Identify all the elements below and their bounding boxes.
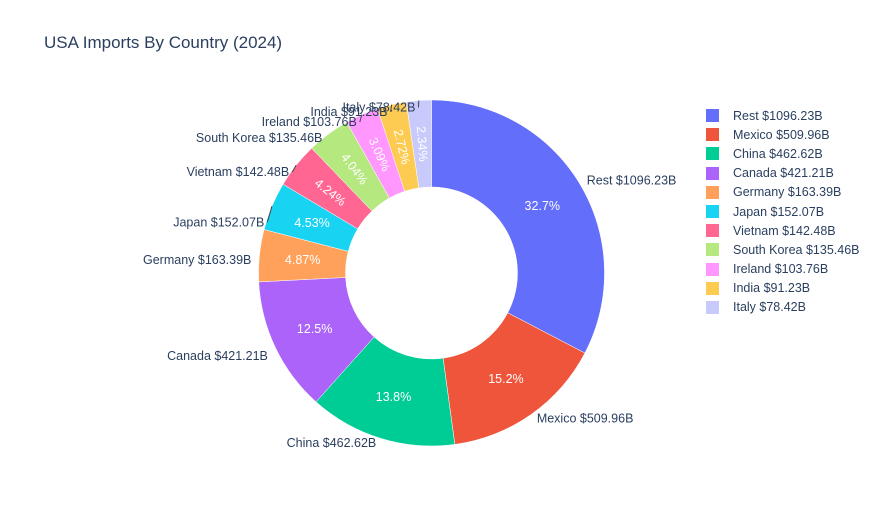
legend-swatch [706,300,719,314]
legend-item-india[interactable]: India $91.23B [706,279,860,298]
legend-item-germany[interactable]: Germany $163.39B [706,183,860,202]
legend-swatch [706,109,719,123]
slice-italy[interactable] [405,99,432,189]
outside-label-ireland: Ireland $103.76B [262,115,357,129]
legend-item-japan[interactable]: Japan $152.07B [706,202,860,221]
percent-label-rest: 32.7% [525,199,560,213]
legend-item-ireland[interactable]: Ireland $103.76B [706,260,860,279]
legend-swatch [706,205,719,219]
outside-label-south-korea: South Korea $135.46B [196,131,323,145]
legend-item-italy[interactable]: Italy $78.42B [706,298,860,317]
outside-label-china: China $462.62B [287,436,377,450]
label-leader-vietnam [291,165,297,173]
legend-label: Mexico $509.96B [733,127,830,142]
legend-swatch [706,281,719,295]
outside-label-italy: Italy $78.42B [342,100,415,114]
outside-label-mexico: Mexico $509.96B [537,412,634,426]
legend-label: Canada $421.21B [733,166,834,181]
legend-swatch [706,128,719,142]
legend-label: Japan $152.07B [733,204,825,219]
percent-label-italy: 2.34% [414,126,431,162]
slice-rest[interactable] [431,99,605,354]
percent-label-canada: 12.5% [297,322,332,336]
legend-label: Italy $78.42B [733,300,806,315]
outside-label-canada: Canada $421.21B [167,349,268,363]
chart-title: USA Imports By Country (2024) [44,33,283,52]
slice-mexico[interactable] [442,312,586,445]
legend-swatch [706,224,719,238]
legend-swatch [706,185,719,199]
legend-item-mexico[interactable]: Mexico $509.96B [706,125,860,144]
legend-swatch [706,243,719,257]
legend: Rest $1096.23B Mexico $509.96B China $462.… [706,106,860,317]
legend-label: India $91.23B [733,281,811,296]
legend-label: Rest $1096.23B [733,108,823,123]
legend-label: China $462.62B [733,146,823,161]
outside-label-japan: Japan $152.07B [173,215,264,229]
outside-label-germany: Germany $163.39B [143,253,251,267]
legend-label: South Korea $135.46B [733,242,860,257]
percent-label-germany: 4.87% [285,253,320,267]
legend-item-rest[interactable]: Rest $1096.23B [706,106,860,125]
label-leader-japan [266,206,273,223]
legend-item-china[interactable]: China $462.62B [706,144,860,163]
legend-swatch [706,262,719,276]
percent-label-japan: 4.53% [294,216,329,230]
label-leader-ireland [359,114,363,123]
outside-label-india: India $91.23B [310,105,387,119]
legend-item-vietnam[interactable]: Vietnam $142.48B [706,221,860,240]
legend-swatch [706,166,719,180]
legend-label: Ireland $103.76B [733,262,829,277]
legend-swatch [706,147,719,161]
percent-label-mexico: 15.2% [488,372,523,386]
outside-label-vietnam: Vietnam $142.48B [187,165,290,179]
legend-item-south-korea[interactable]: South Korea $135.46B [706,240,860,259]
legend-item-canada[interactable]: Canada $421.21B [706,164,860,183]
outside-label-rest: Rest $1096.23B [587,174,677,188]
legend-label: Vietnam $142.48B [733,223,836,238]
label-leader-india [390,104,393,112]
percent-label-china: 13.8% [376,390,411,404]
legend-label: Germany $163.39B [733,185,842,200]
